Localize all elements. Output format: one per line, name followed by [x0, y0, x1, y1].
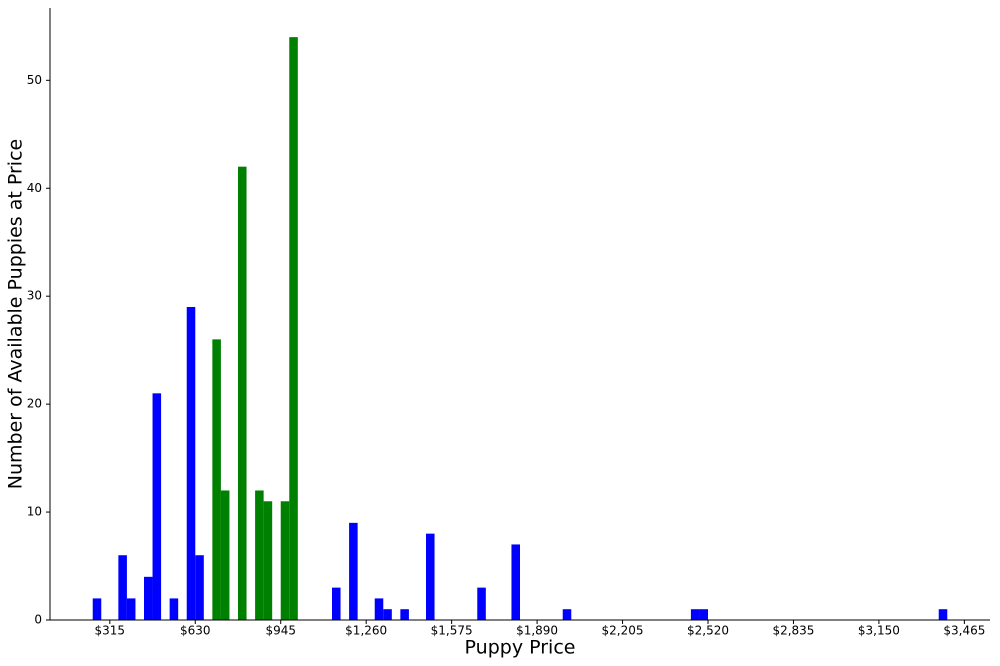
y-tick-label: 50	[27, 73, 42, 87]
bar	[289, 37, 298, 620]
bar	[699, 609, 708, 620]
x-tick-label: $1,575	[431, 624, 473, 638]
bar	[92, 598, 102, 620]
bar	[477, 587, 486, 620]
x-tick-label: $1,260	[345, 624, 387, 638]
bar	[690, 609, 700, 620]
x-tick-label: $1,890	[516, 624, 558, 638]
bar	[938, 609, 948, 620]
x-tick-label: $3,150	[858, 624, 900, 638]
bar	[186, 306, 196, 620]
bar	[400, 609, 409, 620]
bar	[195, 555, 204, 620]
bar	[280, 501, 290, 620]
bar	[212, 339, 221, 620]
bar	[255, 490, 264, 620]
bar	[144, 576, 153, 620]
y-tick-label: 0	[34, 613, 42, 627]
y-tick-label: 40	[27, 181, 42, 195]
y-axis-title: Number of Available Puppies at Price	[5, 139, 27, 489]
bar	[169, 598, 179, 620]
bar	[332, 587, 341, 620]
bar	[383, 609, 392, 620]
x-tick-label: $3,465	[943, 624, 985, 638]
x-tick-label: $945	[265, 624, 296, 638]
bar	[374, 598, 384, 620]
x-tick-label: $315	[95, 624, 126, 638]
x-tick-label: $630	[180, 624, 211, 638]
bar	[349, 522, 358, 620]
bar	[118, 555, 127, 620]
bar	[238, 166, 247, 620]
x-tick-label: $2,205	[602, 624, 644, 638]
y-tick-label: 30	[27, 289, 42, 303]
bar	[220, 490, 230, 620]
bar	[126, 598, 136, 620]
bar	[426, 533, 435, 620]
x-tick-label: $2,835	[772, 624, 814, 638]
x-tick-label: $2,520	[687, 624, 729, 638]
y-tick-label: 10	[27, 505, 42, 519]
bar	[263, 501, 273, 620]
bar	[152, 393, 162, 620]
x-axis-title: Puppy Price	[465, 637, 576, 659]
bar	[562, 609, 572, 620]
y-tick-label: 20	[27, 397, 42, 411]
bar	[511, 544, 520, 620]
